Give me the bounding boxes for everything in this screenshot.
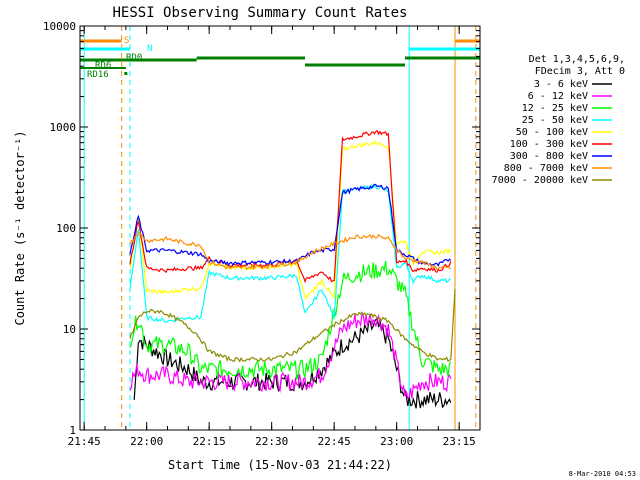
legend-header: FDecim 3, Att 0 [535,66,625,77]
flag-label-rd0: RD0 [126,53,142,63]
legend-entry-label: 25 - 50 keV [522,115,588,126]
legend-entry-label: 300 - 800 keV [510,151,588,162]
series-layer [129,129,456,409]
x-tick-label: 23:15 [443,435,476,448]
flag-label-s: S [124,36,129,46]
flag-label-rd16: RD16 [87,70,109,80]
flag-label-n: N [147,44,152,54]
legend: Det 1,3,4,5,6,9,FDecim 3, Att 0 3 - 6 keV… [492,54,625,186]
legend-entry-label: 100 - 300 keV [510,139,588,150]
legend-entry-label: 12 - 25 keV [522,103,588,114]
x-tick-label: 22:30 [255,435,288,448]
axes-layer: 21:45 22:00 22:15 22:30 22:45 23:00 23:15 1 10 10… [43,20,481,448]
y-tick-label: 100 [56,222,76,235]
x-tick-label: 22:00 [130,435,163,448]
y-tick-label: 10 [63,323,76,336]
series-line-2 [129,260,452,380]
y-tick-label: 10000 [43,20,76,33]
x-tick-label: 22:15 [193,435,226,448]
y-axis-label: Count Rate (s⁻¹ detector⁻¹) [13,130,27,325]
x-tick-label: 23:00 [380,435,413,448]
chart-title: HESSI Observing Summary Count Rates [112,5,407,21]
series-line-0 [133,317,452,409]
legend-entry-label: 7000 - 20000 keV [492,175,588,186]
legend-header: Det 1,3,4,5,6,9, [529,54,625,65]
series-line-1 [129,313,452,400]
x-tick-label: 22:45 [318,435,351,448]
series-line-8 [129,288,456,363]
series-line-6 [129,183,452,267]
series-line-4 [129,139,452,301]
x-tick-label: 21:45 [68,435,101,448]
legend-entry-label: 3 - 6 keV [534,79,588,90]
rd16-marker [124,72,128,75]
series-line-7 [129,231,452,271]
y-tick-label: 1 [69,424,76,437]
footer-stamp: 8-Mar-2010 04:53 [569,470,636,478]
legend-entry-label: 50 - 100 keV [516,127,588,138]
series-line-3 [129,183,451,324]
flag-label-rd6: RD6 [95,61,111,71]
legend-entry-label: 800 - 7000 keV [504,163,588,174]
y-tick-label: 1000 [50,121,77,134]
x-axis-label: Start Time (15-Nov-03 21:44:22) [168,458,392,472]
series-line-5 [129,129,452,284]
legend-entry-label: 6 - 12 keV [528,91,588,102]
